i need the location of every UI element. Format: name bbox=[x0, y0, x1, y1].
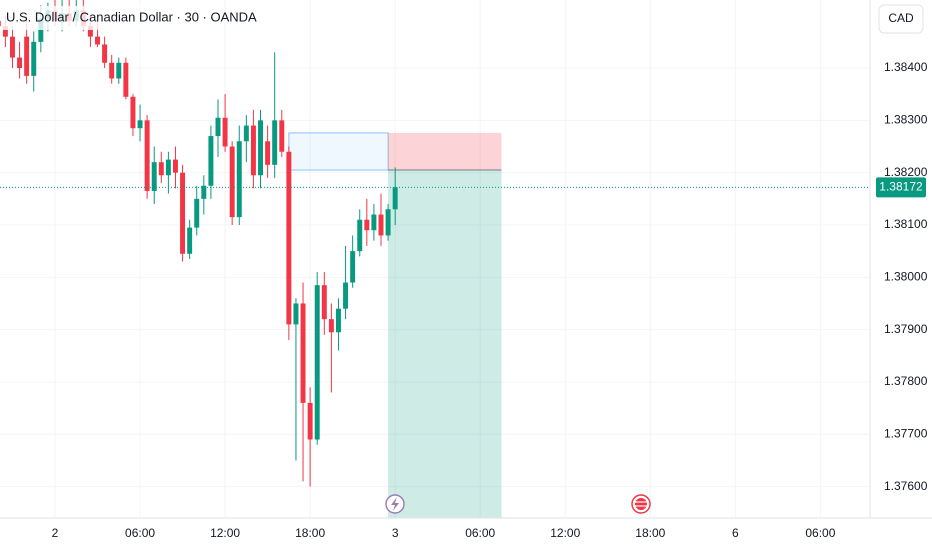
range-box bbox=[288, 132, 389, 171]
chart-title: U.S. Dollar / Canadian Dollar · 30 · OAN… bbox=[6, 9, 257, 24]
candle-body bbox=[38, 18, 44, 42]
x-tick-label: 2 bbox=[52, 526, 59, 540]
x-tick-label: 3 bbox=[392, 526, 399, 540]
y-tick-label: 1.37900 bbox=[884, 322, 928, 336]
stop-zone bbox=[388, 132, 502, 171]
candle-body bbox=[215, 117, 221, 137]
candle-body bbox=[95, 36, 100, 45]
candle-body bbox=[272, 120, 278, 165]
candle-body bbox=[250, 125, 256, 176]
y-tick-label: 1.38100 bbox=[884, 217, 928, 231]
y-tick-label: 1.38300 bbox=[884, 113, 928, 127]
candle-body bbox=[194, 198, 200, 228]
y-tick-label: 1.38200 bbox=[884, 165, 928, 179]
candle-body bbox=[236, 141, 242, 218]
y-tick-label: 1.37700 bbox=[884, 426, 928, 440]
x-tick-label: 18:00 bbox=[635, 526, 665, 540]
candle-body bbox=[9, 36, 15, 58]
candle-body bbox=[208, 136, 214, 186]
currency-label[interactable]: CAD bbox=[888, 11, 914, 25]
plot-content bbox=[0, 0, 870, 518]
candle-body bbox=[123, 62, 129, 97]
event-icon[interactable] bbox=[631, 494, 651, 514]
candle-body bbox=[229, 146, 235, 218]
candle-body bbox=[328, 319, 334, 333]
candle-body bbox=[293, 303, 299, 325]
candle-body bbox=[335, 308, 341, 333]
candle-body bbox=[165, 159, 171, 176]
candle-body bbox=[31, 41, 37, 76]
candle-body bbox=[265, 141, 271, 165]
plot-area bbox=[0, 0, 870, 518]
candle-body bbox=[201, 185, 207, 199]
candle-body bbox=[307, 402, 313, 440]
x-tick-label: 06:00 bbox=[805, 526, 835, 540]
candle-body bbox=[350, 251, 356, 283]
candle-body bbox=[180, 172, 186, 254]
currency-button[interactable] bbox=[878, 4, 924, 34]
candle-body bbox=[286, 151, 292, 325]
candle-body bbox=[321, 285, 327, 320]
candle-body bbox=[0, 20, 1, 27]
y-tick-label: 1.38400 bbox=[884, 60, 928, 74]
candle-body bbox=[102, 44, 108, 63]
candle-body bbox=[172, 159, 178, 173]
candle-body bbox=[2, 26, 8, 37]
candle-body bbox=[151, 162, 157, 191]
target-zone bbox=[388, 170, 502, 518]
candle-body bbox=[17, 57, 23, 69]
title-bg bbox=[2, 6, 222, 30]
candle-body bbox=[130, 96, 136, 129]
candle-body bbox=[258, 120, 263, 176]
x-tick-label: 6 bbox=[732, 526, 739, 540]
candle-body bbox=[343, 282, 349, 309]
candle-body bbox=[385, 209, 391, 236]
x-tick-label: 12:00 bbox=[550, 526, 580, 540]
candle-body bbox=[300, 303, 306, 403]
candle-body bbox=[243, 125, 249, 142]
x-tick-label: 06:00 bbox=[125, 526, 155, 540]
y-tick-label: 1.37600 bbox=[884, 479, 928, 493]
candle-body bbox=[137, 120, 143, 129]
y-tick-label: 1.37800 bbox=[884, 374, 928, 388]
candle-body bbox=[314, 285, 320, 440]
candle-body bbox=[109, 62, 115, 79]
candle-body bbox=[364, 219, 370, 231]
candle-body bbox=[87, 26, 93, 37]
candle-body bbox=[371, 214, 377, 231]
last-price-tag bbox=[876, 177, 926, 198]
candle-body bbox=[378, 214, 384, 236]
x-tick-label: 18:00 bbox=[295, 526, 325, 540]
x-tick-label: 06:00 bbox=[465, 526, 495, 540]
y-tick-label: 1.38000 bbox=[884, 269, 928, 283]
candle-body bbox=[158, 162, 164, 176]
candle-body bbox=[392, 187, 398, 210]
candle-body bbox=[279, 120, 285, 152]
candle-body bbox=[187, 227, 193, 254]
candle-body bbox=[357, 219, 363, 252]
candle-body bbox=[144, 120, 150, 191]
event-icon[interactable] bbox=[385, 494, 405, 514]
candle-body bbox=[222, 117, 228, 147]
last-price-label: 1.38172 bbox=[879, 179, 923, 193]
candle-body bbox=[24, 36, 30, 76]
x-tick-label: 12:00 bbox=[210, 526, 240, 540]
candle-body bbox=[116, 62, 122, 79]
